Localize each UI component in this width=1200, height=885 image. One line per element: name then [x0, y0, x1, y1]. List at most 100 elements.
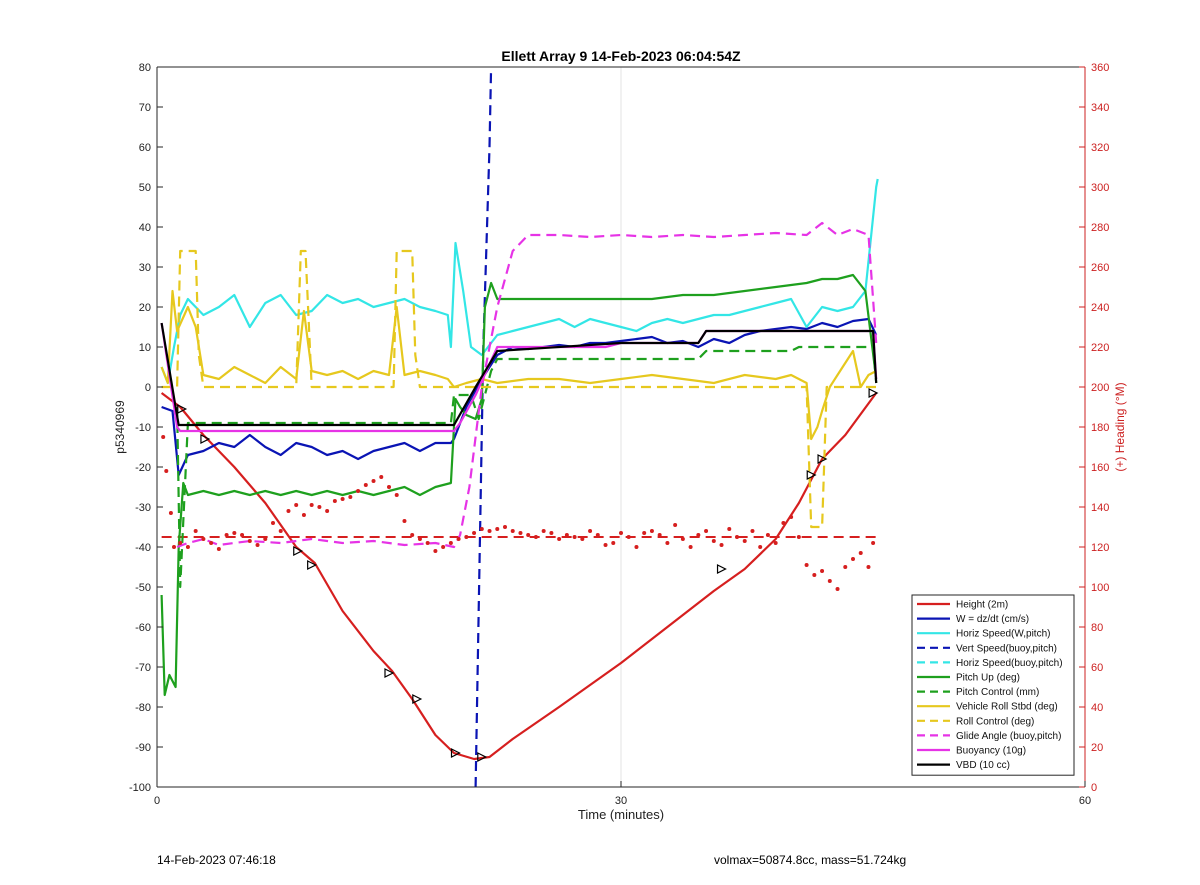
- heading-point: [634, 545, 639, 549]
- y-tick-label: 10: [139, 342, 151, 354]
- legend-entry: VBD (10 cc): [917, 760, 1010, 771]
- legend-label: Glide Angle (buoy,pitch): [956, 731, 1061, 742]
- heading-point: [178, 541, 183, 545]
- heading-point: [193, 529, 198, 533]
- heading-point: [742, 539, 747, 543]
- height-marker: [477, 752, 488, 762]
- legend-entry: Buoyancy (10g): [917, 746, 1026, 757]
- y-tick-label: 60: [139, 142, 151, 154]
- y2-tick-label: 360: [1091, 62, 1109, 74]
- heading-point: [820, 569, 825, 573]
- heading-point: [595, 533, 600, 537]
- legend-entry: Glide Angle (buoy,pitch): [917, 731, 1061, 742]
- heading-point: [433, 549, 438, 553]
- heading-point: [642, 531, 647, 535]
- heading-point: [851, 557, 855, 561]
- y-tick-label: -20: [135, 462, 151, 474]
- heading-point: [765, 533, 770, 537]
- height-marker: [716, 564, 727, 574]
- y2-tick-label: 120: [1091, 542, 1109, 554]
- heading-point: [649, 529, 654, 533]
- x-tick-label: 60: [1079, 795, 1091, 807]
- y2-tick-label: 280: [1091, 222, 1109, 234]
- y2-tick-label: 200: [1091, 382, 1109, 394]
- series-roll-control-deg: [161, 249, 877, 529]
- y2-tick-label: 0: [1091, 782, 1097, 794]
- heading-point: [240, 533, 245, 537]
- series-w-dz-dt-cm-s: [161, 317, 878, 477]
- heading-point: [294, 503, 299, 507]
- heading-point: [402, 519, 407, 523]
- height-marker: [868, 388, 879, 398]
- heading-point: [363, 483, 368, 487]
- heading-point: [448, 541, 453, 545]
- heading-point: [796, 535, 801, 539]
- heading-point: [804, 563, 809, 567]
- heading-point: [510, 529, 515, 533]
- y-tick-label: -70: [135, 662, 151, 674]
- heading-point: [564, 533, 569, 537]
- heading-point: [719, 543, 724, 547]
- y-tick-label: -90: [135, 742, 151, 754]
- legend-entry: Vehicle Roll Stbd (deg): [917, 702, 1058, 713]
- legend-entry: Vert Speed(buoy,pitch): [917, 643, 1057, 654]
- heading-point: [533, 535, 538, 539]
- y2-tick-label: 40: [1091, 702, 1103, 714]
- legend-box: [911, 594, 1075, 776]
- heading-point: [325, 509, 330, 513]
- heading-point: [348, 495, 353, 499]
- heading-point: [680, 537, 685, 541]
- heading-point: [232, 531, 237, 535]
- heading-point: [479, 527, 484, 531]
- legend-entry: Height (2m): [917, 600, 1008, 611]
- heading-point: [464, 535, 469, 539]
- height-marker: [177, 404, 188, 414]
- footer-timestamp: 14-Feb-2023 07:46:18: [157, 853, 276, 867]
- heading-point: [866, 565, 871, 569]
- heading-point: [379, 475, 384, 479]
- y2-tick-label: 100: [1091, 582, 1109, 594]
- heading-point: [216, 547, 221, 551]
- y2-tick-label: 160: [1091, 462, 1109, 474]
- heading-point: [286, 509, 291, 513]
- legend-label: Pitch Up (deg): [956, 673, 1020, 684]
- heading-point: [224, 533, 229, 537]
- heading-point: [317, 505, 322, 509]
- heading-point: [161, 435, 166, 439]
- y-tick-label: -40: [135, 542, 151, 554]
- heading-point: [626, 535, 631, 539]
- y-tick-label: 0: [145, 382, 151, 394]
- y-tick-label: -60: [135, 622, 151, 634]
- heading-point: [201, 537, 206, 541]
- heading-point: [387, 485, 391, 489]
- series-horiz-speed-w-pitch: [160, 178, 879, 385]
- legend-label: Vert Speed(buoy,pitch): [956, 643, 1057, 654]
- heading-point: [247, 539, 252, 543]
- series-height-2m: [160, 392, 878, 761]
- legend-label: W = dz/dt (cm/s): [956, 614, 1029, 625]
- y2-tick-label: 80: [1091, 622, 1103, 634]
- y-tick-label: -80: [135, 702, 151, 714]
- heading-point: [711, 539, 716, 543]
- heading-point: [309, 503, 314, 507]
- heading-point: [209, 541, 214, 545]
- series-vbd-10-cc: [160, 322, 878, 427]
- heading-point: [611, 541, 616, 545]
- legend-label: Horiz Speed(W,pitch): [956, 629, 1050, 640]
- legend-label: Buoyancy (10g): [956, 746, 1026, 757]
- axes-layer: -100-90-80-70-60-50-40-30-20-10010203040…: [129, 62, 1109, 807]
- y2-tick-label: 140: [1091, 502, 1109, 514]
- heading-point: [164, 469, 169, 473]
- y2-axis-label: (+) Heading (°M): [1113, 382, 1127, 471]
- heading-point: [371, 479, 376, 483]
- y2-tick-label: 300: [1091, 182, 1109, 194]
- y2-tick-label: 220: [1091, 342, 1109, 354]
- y-tick-label: -10: [135, 422, 151, 434]
- y-tick-label: 30: [139, 262, 151, 274]
- y-tick-label: 40: [139, 222, 151, 234]
- y2-tick-label: 180: [1091, 422, 1109, 434]
- y2-tick-label: 260: [1091, 262, 1109, 274]
- heading-point: [727, 527, 732, 531]
- y-tick-label: -50: [135, 582, 151, 594]
- y2-tick-label: 340: [1091, 102, 1109, 114]
